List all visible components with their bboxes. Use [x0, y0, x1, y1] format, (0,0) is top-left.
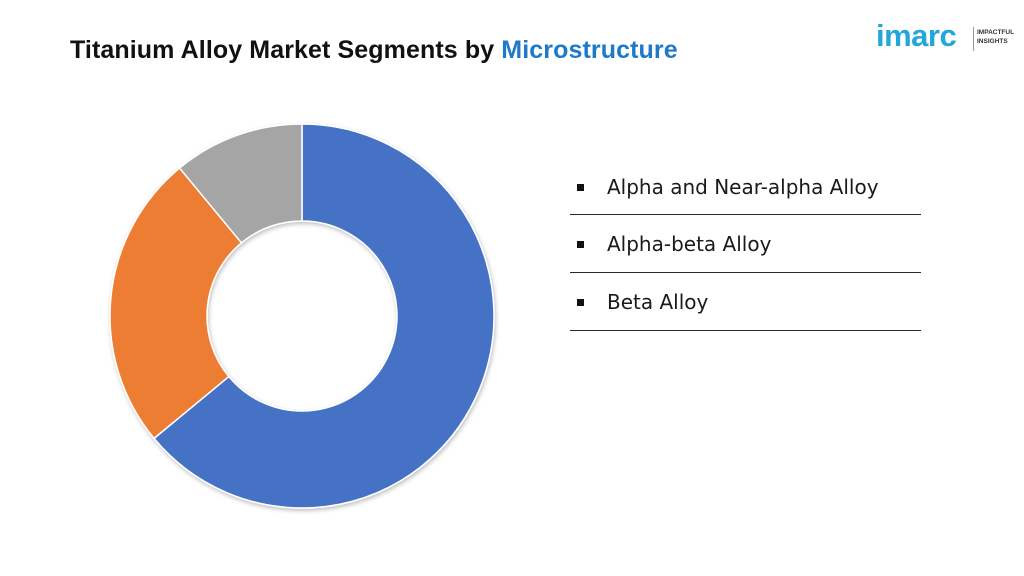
legend-label: Alpha-beta Alloy	[607, 232, 772, 256]
chart-title: Titanium Alloy Market Segments by Micros…	[70, 36, 678, 65]
legend-bullet	[577, 299, 584, 306]
donut-slice-alpha-beta-alloy	[153, 123, 495, 509]
logo-tagline: IMPACTFUL INSIGHTS	[977, 28, 1014, 46]
chart-title-prefix: Titanium Alloy Market Segments by	[70, 36, 495, 64]
legend-label: Beta Alloy	[607, 290, 709, 314]
chart-legend: Alpha and Near-alpha Alloy Alpha-beta Al…	[570, 170, 921, 343]
legend-bullet	[577, 241, 584, 248]
legend-bullet	[577, 184, 584, 191]
legend-item-alpha-near-alpha: Alpha and Near-alpha Alloy	[570, 170, 921, 215]
donut-slice-alpha-and-near-alpha-alloy	[109, 167, 243, 440]
legend-item-beta: Beta Alloy	[570, 285, 921, 331]
chart-title-highlight: Microstructure	[501, 36, 678, 64]
legend-item-alpha-beta: Alpha-beta Alloy	[570, 227, 921, 273]
donut-slices	[109, 123, 495, 509]
donut-slice-beta-alloy	[178, 123, 303, 244]
legend-label: Alpha and Near-alpha Alloy	[607, 175, 879, 199]
logo-wordmark: imarc	[876, 18, 957, 53]
logo-divider	[973, 27, 974, 51]
logo-tagline-line2: INSIGHTS	[977, 38, 1008, 45]
imarc-logo: imarc IMPACTFUL INSIGHTS	[876, 17, 1016, 57]
logo-tagline-line1: IMPACTFUL	[977, 29, 1015, 36]
